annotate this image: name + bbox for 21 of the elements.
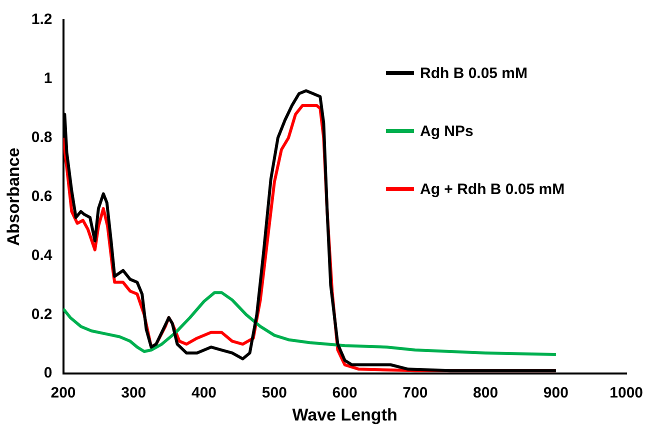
x-tick-label: 300 (121, 384, 146, 402)
x-tick-label: 200 (50, 384, 76, 402)
legend-label: Ag + Rdh B 0.05 mM (420, 180, 565, 198)
y-axis-title: Absorbance (4, 148, 23, 246)
x-tick-label: 600 (332, 384, 358, 402)
legend-label: Ag NPs (420, 122, 474, 140)
y-tick-label: 0.8 (31, 129, 52, 146)
x-tick-label: 900 (543, 384, 568, 402)
x-tick-label: 800 (473, 384, 498, 402)
x-axis-title: Wave Length (292, 405, 398, 424)
x-tick-label: 700 (402, 384, 428, 402)
y-tick-label: 1.2 (31, 11, 52, 28)
y-tick-label: 0.4 (31, 246, 53, 264)
y-tick-label: 0 (44, 364, 52, 382)
legend-label: Rdh B 0.05 mM (420, 64, 528, 82)
y-tick-label: 0.2 (31, 306, 52, 323)
x-tick-label: 1000 (610, 384, 644, 402)
y-tick-label: 0.6 (31, 188, 52, 205)
x-tick-label: 400 (192, 384, 217, 402)
x-tick-label: 500 (262, 384, 287, 402)
y-tick-label: 1 (44, 70, 52, 88)
